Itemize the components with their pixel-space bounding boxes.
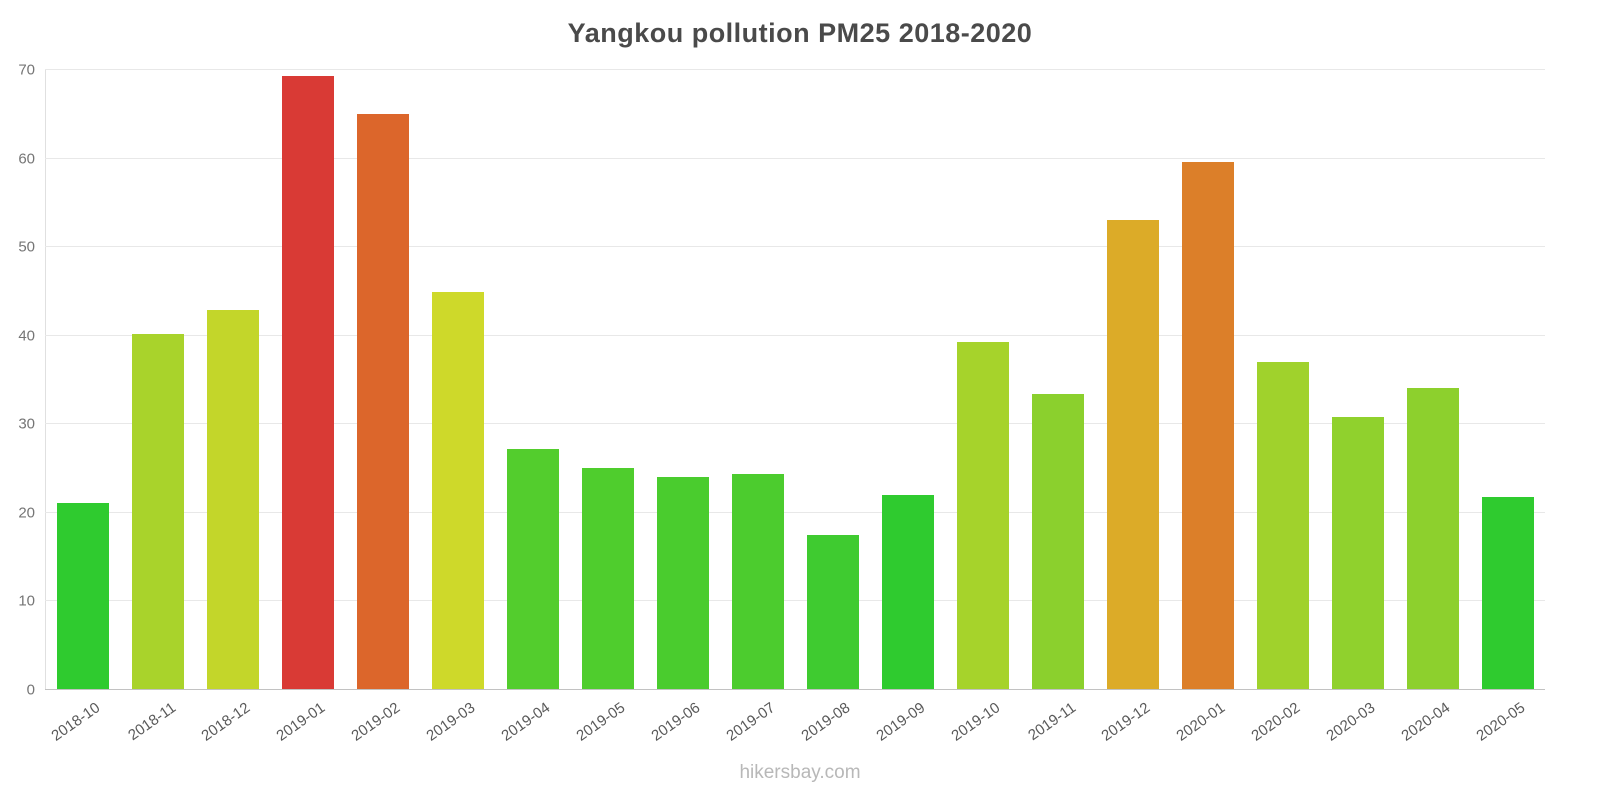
bar-2018-12[interactable] xyxy=(206,309,259,689)
x-tick-label: 2020-02 xyxy=(1248,699,1304,745)
x-tick-label: 2020-03 xyxy=(1323,699,1379,745)
bar-2020-04[interactable] xyxy=(1406,387,1459,689)
x-tick-label: 2018-10 xyxy=(48,699,104,745)
bar-2018-10[interactable] xyxy=(56,503,109,689)
bar-2018-11[interactable] xyxy=(131,333,184,689)
x-tick-label: 2019-02 xyxy=(348,699,404,745)
y-tick-label: 30 xyxy=(18,415,35,433)
gridline xyxy=(45,157,1545,159)
x-tick-label: 2019-06 xyxy=(648,699,704,745)
x-tick-label: 2019-05 xyxy=(573,699,629,745)
bar-2020-01[interactable] xyxy=(1181,162,1234,689)
chart-title: Yangkou pollution PM25 2018-2020 xyxy=(567,18,1033,48)
x-tick-label: 2019-03 xyxy=(423,699,479,745)
bar-2019-08[interactable] xyxy=(806,534,859,689)
bar-2019-06[interactable] xyxy=(656,477,709,689)
bar-2019-10[interactable] xyxy=(956,341,1009,689)
x-tick-label: 2019-07 xyxy=(723,699,779,745)
y-tick-label: 70 xyxy=(18,61,35,79)
x-tick-label: 2020-04 xyxy=(1398,699,1454,745)
y-tick-label: 40 xyxy=(18,327,35,345)
bar-2019-05[interactable] xyxy=(581,467,634,689)
x-tick-label: 2018-12 xyxy=(198,699,254,745)
x-tick-label: 2019-01 xyxy=(273,699,329,745)
x-tick-label: 2019-08 xyxy=(798,699,854,745)
gridline xyxy=(45,600,1545,602)
gridline xyxy=(45,69,1545,70)
x-tick-label: 2020-01 xyxy=(1173,699,1229,745)
x-tick-label: 2019-10 xyxy=(948,699,1004,745)
bar-2019-11[interactable] xyxy=(1031,394,1084,689)
y-tick-label: 60 xyxy=(18,150,35,168)
bar-2019-09[interactable] xyxy=(881,495,934,689)
x-tick-label: 2019-11 xyxy=(1024,699,1079,745)
bar-2019-01[interactable] xyxy=(281,76,334,689)
y-tick-label: 10 xyxy=(18,592,35,610)
y-axis-line xyxy=(45,70,46,690)
bar-2019-03[interactable] xyxy=(431,292,484,689)
x-axis-line xyxy=(45,689,1545,690)
bar-2020-03[interactable] xyxy=(1331,417,1384,689)
gridline xyxy=(45,246,1545,248)
x-tick-label: 2019-12 xyxy=(1098,699,1154,745)
bar-2020-02[interactable] xyxy=(1256,362,1309,689)
bar-2019-02[interactable] xyxy=(356,114,409,689)
bar-2019-07[interactable] xyxy=(731,473,784,689)
bar-2020-05[interactable] xyxy=(1481,496,1534,689)
gridline xyxy=(45,423,1545,425)
plot-area: 0 10 20 30 40 50 60 70 2018-10 2018-11 2018-12 2019… xyxy=(18,63,1545,745)
bar-2019-12[interactable] xyxy=(1106,220,1159,689)
x-tick-label: 2018-11 xyxy=(124,699,179,745)
x-tick-label: 2019-09 xyxy=(873,699,929,745)
y-tick-label: 0 xyxy=(26,681,35,699)
gridline xyxy=(45,334,1545,336)
x-tick-label: 2020-05 xyxy=(1473,699,1529,745)
x-tick-label: 2019-04 xyxy=(498,699,554,745)
watermark-text: hikersbay.com xyxy=(739,762,861,783)
bar-2019-04[interactable] xyxy=(506,448,559,689)
gridline xyxy=(45,511,1545,513)
y-tick-label: 20 xyxy=(18,504,35,522)
y-tick-label: 50 xyxy=(18,238,35,256)
